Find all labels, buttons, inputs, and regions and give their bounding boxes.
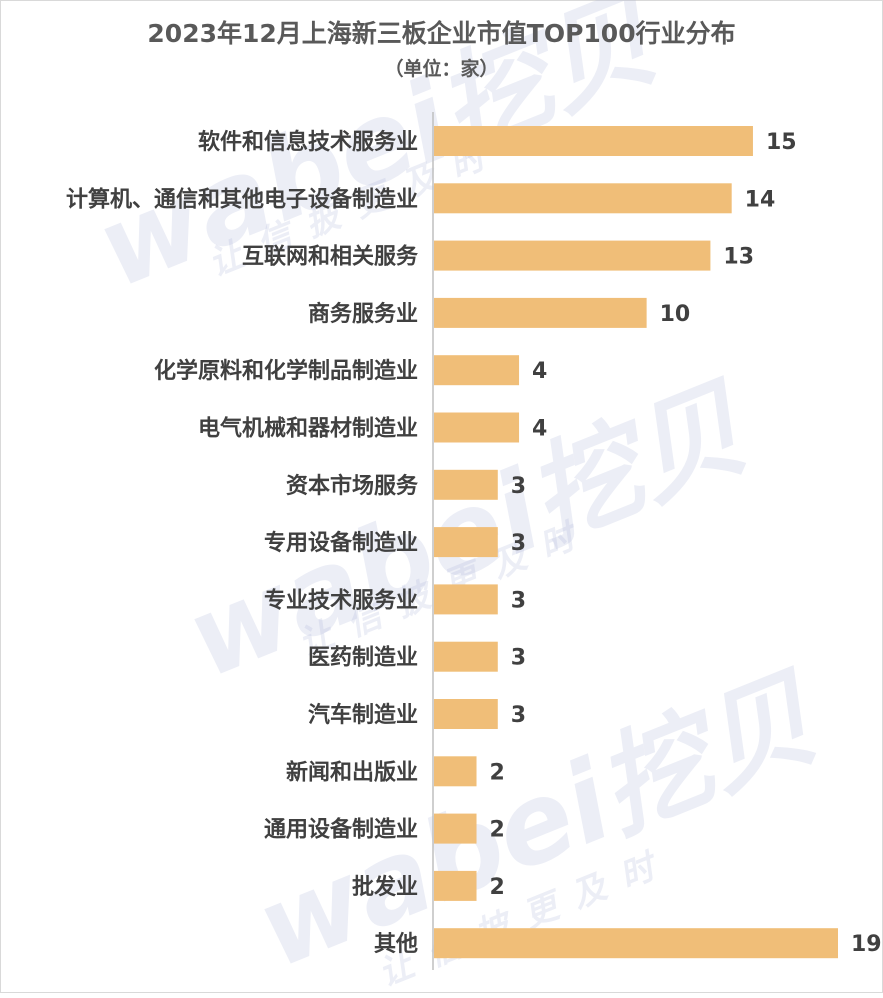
data-label: 4 [532,417,547,442]
data-label: 2 [490,875,505,900]
data-label: 3 [511,646,526,671]
category-label: 化学原料和化学制品制造业 [154,358,418,384]
bar [434,813,477,844]
data-label: 14 [745,187,776,212]
data-label: 19 [851,932,882,957]
bar [434,412,520,443]
data-label: 3 [511,703,526,728]
bar [434,584,498,615]
bar [434,870,477,901]
chart-title: 2023年12月上海新三板企业市值TOP100行业分布 [147,19,736,48]
category-label: 新闻和出版业 [286,759,418,785]
category-label: 计算机、通信和其他电子设备制造业 [66,186,418,212]
bar [434,183,732,214]
category-label: 资本市场服务 [286,473,419,499]
bar [434,699,498,729]
category-label: 医药制造业 [308,646,418,671]
category-label: 专业技术服务业 [264,587,418,613]
chart-subtitle: （单位：家） [384,58,499,80]
bar [434,355,520,386]
bar [434,126,753,156]
data-label: 2 [490,760,505,785]
category-label: 互联网和相关服务 [242,245,419,270]
category-label: 软件和信息技术服务业 [198,129,418,155]
category-label: 汽车制造业 [308,702,418,728]
category-label: 商务服务业 [308,301,418,327]
bar [434,928,838,959]
data-label: 3 [511,588,526,613]
category-label: 批发业 [352,874,418,900]
data-label: 2 [490,818,505,843]
category-label: 其他 [374,932,418,957]
data-label: 4 [532,359,547,384]
data-label: 10 [660,302,691,327]
bar [434,469,498,500]
data-label: 15 [766,130,797,155]
data-label: 3 [511,531,526,556]
category-label: 电气机械和器材制造业 [198,416,418,442]
bar [434,641,498,672]
bar [434,240,711,271]
bar [434,297,647,328]
category-label: 通用设备制造业 [264,817,418,843]
bar [434,527,498,558]
category-label: 专用设备制造业 [264,530,418,556]
bar [434,756,477,787]
data-label: 3 [511,474,526,499]
data-label: 13 [723,245,754,270]
